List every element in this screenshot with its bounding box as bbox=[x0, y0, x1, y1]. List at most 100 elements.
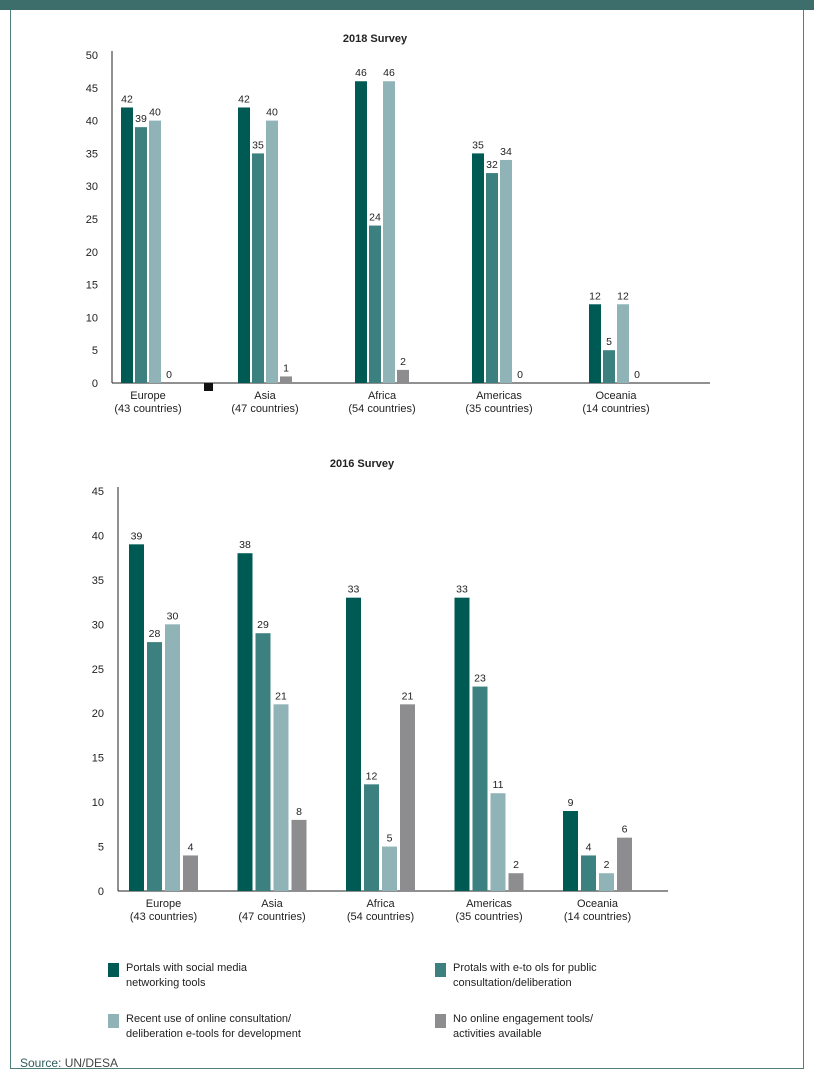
data-label: 46 bbox=[355, 67, 367, 79]
bar-2-1 bbox=[237, 553, 253, 891]
x-tick-label: Asia bbox=[261, 898, 283, 910]
x-tick-sublabel: (14 countries) bbox=[582, 403, 649, 415]
data-label: 40 bbox=[149, 107, 161, 119]
x-tick-label: Africa bbox=[366, 898, 395, 910]
frame-left-border bbox=[10, 10, 11, 1068]
y-tick-label: 30 bbox=[92, 619, 104, 631]
source-prefix: Source: bbox=[20, 1056, 62, 1070]
bar-4-4 bbox=[508, 873, 524, 891]
x-tick-label: Oceania bbox=[596, 390, 638, 402]
y-tick-label: 0 bbox=[98, 886, 104, 898]
legend-label: No online engagement tools/ activities a… bbox=[453, 1013, 594, 1040]
y-tick-label: 15 bbox=[92, 753, 104, 765]
data-label: 4 bbox=[188, 841, 194, 853]
y-tick-label: 35 bbox=[86, 148, 98, 160]
legend-label: Protals with e-to ols for public consult… bbox=[453, 962, 597, 989]
bar-1-1 bbox=[121, 107, 133, 383]
bar-3-3 bbox=[382, 846, 397, 891]
x-tick-label: Oceania bbox=[577, 898, 619, 910]
x-tick-sublabel: (47 countries) bbox=[238, 911, 305, 923]
data-label: 2 bbox=[604, 859, 610, 871]
bar-5-2 bbox=[581, 855, 596, 891]
bar-2-4 bbox=[280, 376, 292, 383]
bar-4-2 bbox=[472, 686, 488, 891]
x-tick-sublabel: (14 countries) bbox=[564, 911, 631, 923]
bar-1-3 bbox=[149, 120, 161, 383]
data-label: 5 bbox=[387, 833, 393, 845]
data-label: 35 bbox=[472, 139, 484, 151]
data-label: 23 bbox=[474, 673, 486, 685]
chart-2018-survey: 2018 Survey051015202530354045504239400Eu… bbox=[86, 33, 710, 415]
bar-5-3 bbox=[599, 873, 614, 891]
bar-4-3 bbox=[490, 793, 506, 891]
bar-1-4 bbox=[183, 855, 198, 891]
data-label: 28 bbox=[149, 628, 161, 640]
bar-5-4 bbox=[617, 837, 632, 891]
legend-label: Portals with social media networking too… bbox=[126, 962, 248, 989]
x-tick-sublabel: (43 countries) bbox=[114, 403, 181, 415]
data-label: 6 bbox=[622, 824, 628, 836]
bar-3-2 bbox=[369, 225, 381, 383]
source-text: UN/DESA bbox=[61, 1056, 119, 1070]
data-label: 5 bbox=[606, 336, 612, 348]
data-label: 42 bbox=[238, 93, 250, 105]
data-label: 24 bbox=[369, 212, 381, 224]
bar-3-1 bbox=[346, 597, 361, 891]
y-tick-label: 40 bbox=[86, 116, 98, 128]
data-label: 2 bbox=[400, 356, 406, 368]
y-tick-label: 25 bbox=[86, 214, 98, 226]
y-tick-label: 25 bbox=[92, 664, 104, 676]
legend-label: Recent use of online consultation/ delib… bbox=[126, 1013, 301, 1040]
bar-3-2 bbox=[364, 784, 379, 891]
bar-4-2 bbox=[486, 173, 498, 383]
data-label: 0 bbox=[166, 369, 172, 381]
y-tick-label: 40 bbox=[92, 530, 104, 542]
y-tick-label: 20 bbox=[92, 708, 104, 720]
legend-swatch-no-engagement bbox=[435, 1014, 446, 1028]
bar-3-4 bbox=[400, 704, 415, 891]
x-tick-sublabel: (35 countries) bbox=[455, 911, 522, 923]
bar-3-1 bbox=[355, 81, 367, 384]
stray-marker bbox=[204, 383, 213, 391]
data-label: 12 bbox=[366, 770, 378, 782]
bar-1-1 bbox=[129, 544, 144, 891]
data-label: 42 bbox=[121, 93, 133, 105]
y-tick-label: 0 bbox=[92, 378, 98, 390]
data-label: 12 bbox=[589, 290, 601, 302]
bar-2-3 bbox=[266, 120, 278, 383]
x-tick-label: Asia bbox=[254, 390, 276, 402]
data-label: 38 bbox=[239, 539, 251, 551]
x-tick-label: Africa bbox=[368, 390, 397, 402]
y-tick-label: 5 bbox=[98, 842, 104, 854]
data-label: 39 bbox=[131, 530, 143, 542]
x-tick-sublabel: (54 countries) bbox=[347, 911, 414, 923]
legend-swatch-social-media bbox=[108, 963, 119, 977]
bar-5-2 bbox=[603, 350, 615, 383]
x-tick-sublabel: (47 countries) bbox=[231, 403, 298, 415]
data-label: 1 bbox=[283, 362, 289, 374]
bar-2-2 bbox=[252, 153, 264, 383]
data-label: 46 bbox=[383, 67, 395, 79]
bar-2-2 bbox=[255, 633, 271, 891]
y-tick-label: 15 bbox=[86, 280, 98, 292]
data-label: 34 bbox=[500, 146, 512, 158]
y-tick-label: 45 bbox=[86, 83, 98, 95]
bar-4-1 bbox=[454, 597, 470, 891]
x-tick-label: Americas bbox=[476, 390, 522, 402]
bar-5-3 bbox=[617, 304, 629, 383]
x-tick-sublabel: (43 countries) bbox=[130, 911, 197, 923]
data-label: 0 bbox=[634, 369, 640, 381]
chart-title: 2018 Survey bbox=[343, 33, 408, 45]
y-tick-label: 45 bbox=[92, 486, 104, 498]
data-label: 4 bbox=[586, 841, 592, 853]
x-tick-label: Europe bbox=[130, 390, 165, 402]
y-tick-label: 10 bbox=[86, 312, 98, 324]
bar-1-2 bbox=[147, 642, 162, 891]
data-label: 9 bbox=[568, 797, 574, 809]
data-label: 39 bbox=[135, 113, 147, 125]
bar-1-3 bbox=[165, 624, 180, 891]
x-tick-sublabel: (35 countries) bbox=[465, 403, 532, 415]
y-tick-label: 50 bbox=[86, 50, 98, 62]
data-label: 33 bbox=[348, 584, 360, 596]
